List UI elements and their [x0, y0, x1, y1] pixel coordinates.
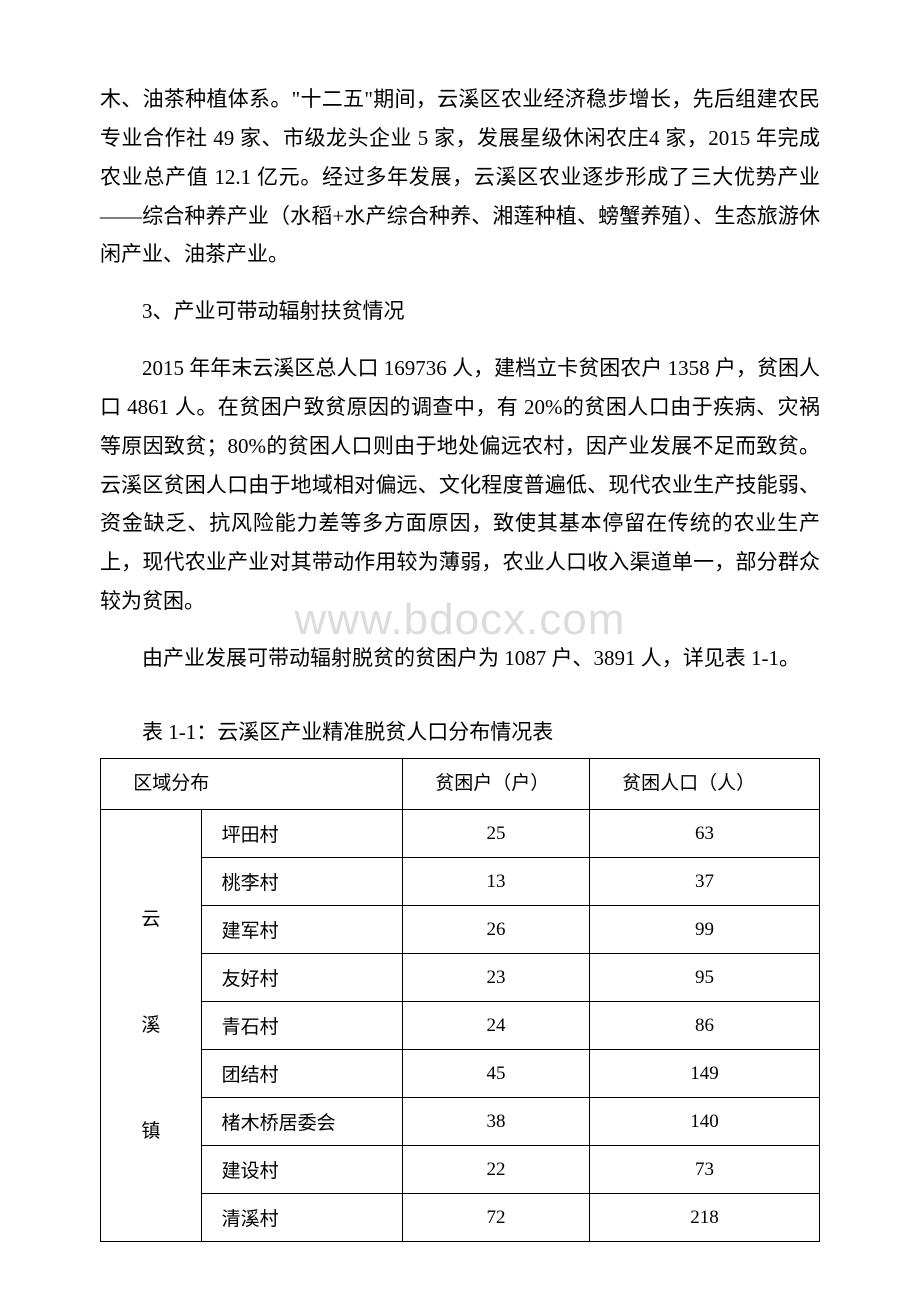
village-cell: 友好村	[201, 954, 402, 1002]
village-cell: 建军村	[201, 906, 402, 954]
paragraph-1: 木、油茶种植体系。"十二五"期间，云溪区农业经济稳步增长，先后组建农民专业合作社…	[100, 80, 820, 274]
households-cell: 26	[402, 906, 589, 954]
population-cell: 95	[589, 954, 819, 1002]
table-row: 清溪村 72 218	[101, 1194, 820, 1242]
village-cell: 建设村	[201, 1146, 402, 1194]
table-row: 云溪镇 坪田村 25 63	[101, 810, 820, 858]
section-title: 3、产业可带动辐射扶贫情况	[100, 292, 820, 331]
households-cell: 22	[402, 1146, 589, 1194]
population-cell: 37	[589, 858, 819, 906]
paragraph-3: 2015 年年末云溪区总人口 169736 人，建档立卡贫困农户 1358 户，…	[100, 349, 820, 621]
households-cell: 24	[402, 1002, 589, 1050]
households-cell: 72	[402, 1194, 589, 1242]
header-region: 区域分布	[101, 758, 403, 809]
table-row: 团结村 45 149	[101, 1050, 820, 1098]
poverty-distribution-table: 区域分布 贫困户（户） 贫困人口（人） 云溪镇 坪田村 25 63 桃李村 13…	[100, 758, 820, 1242]
village-cell: 坪田村	[201, 810, 402, 858]
table-row: 友好村 23 95	[101, 954, 820, 1002]
population-cell: 63	[589, 810, 819, 858]
paragraph-4: 由产业发展可带动辐射脱贫的贫困户为 1087 户、3891 人，详见表 1-1。	[100, 639, 820, 678]
population-cell: 99	[589, 906, 819, 954]
population-cell: 218	[589, 1194, 819, 1242]
households-cell: 13	[402, 858, 589, 906]
table-header-row: 区域分布 贫困户（户） 贫困人口（人）	[101, 758, 820, 809]
village-cell: 桃李村	[201, 858, 402, 906]
population-cell: 73	[589, 1146, 819, 1194]
table-title: 表 1-1：云溪区产业精准脱贫人口分布情况表	[100, 716, 820, 746]
table-row: 楮木桥居委会 38 140	[101, 1098, 820, 1146]
village-cell: 清溪村	[201, 1194, 402, 1242]
households-cell: 45	[402, 1050, 589, 1098]
households-cell: 25	[402, 810, 589, 858]
population-cell: 149	[589, 1050, 819, 1098]
table-row: 桃李村 13 37	[101, 858, 820, 906]
village-cell: 青石村	[201, 1002, 402, 1050]
households-cell: 38	[402, 1098, 589, 1146]
population-cell: 140	[589, 1098, 819, 1146]
header-households: 贫困户（户）	[402, 758, 589, 809]
village-cell: 楮木桥居委会	[201, 1098, 402, 1146]
table-row: 青石村 24 86	[101, 1002, 820, 1050]
population-cell: 86	[589, 1002, 819, 1050]
header-population: 贫困人口（人）	[589, 758, 819, 809]
village-cell: 团结村	[201, 1050, 402, 1098]
table-row: 建军村 26 99	[101, 906, 820, 954]
region-cell: 云溪镇	[101, 810, 202, 1242]
table-row: 建设村 22 73	[101, 1146, 820, 1194]
households-cell: 23	[402, 954, 589, 1002]
